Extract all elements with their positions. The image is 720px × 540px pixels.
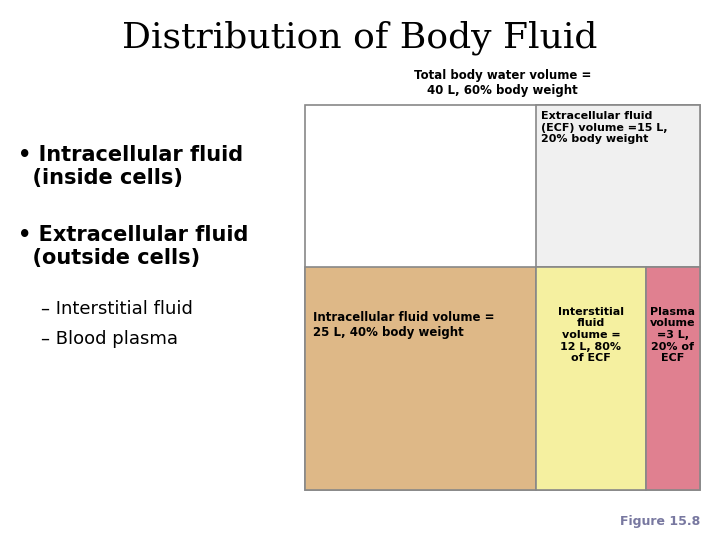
Text: Intracellular fluid volume =
25 L, 40% body weight: Intracellular fluid volume = 25 L, 40% b… <box>313 312 495 339</box>
Text: – Interstitial fluid: – Interstitial fluid <box>18 300 193 318</box>
Bar <box>646 267 700 490</box>
Bar <box>536 267 646 490</box>
Bar <box>305 105 700 490</box>
Text: Interstitial
fluid
volume =
12 L, 80%
of ECF: Interstitial fluid volume = 12 L, 80% of… <box>558 307 624 363</box>
Bar <box>536 105 700 267</box>
Text: Plasma
volume
=3 L,
20% of
ECF: Plasma volume =3 L, 20% of ECF <box>650 307 696 363</box>
Text: Figure 15.8: Figure 15.8 <box>620 515 700 528</box>
Text: • Intracellular fluid
  (inside cells): • Intracellular fluid (inside cells) <box>18 145 243 188</box>
Text: – Blood plasma: – Blood plasma <box>18 330 178 348</box>
Text: Total body water volume =
40 L, 60% body weight: Total body water volume = 40 L, 60% body… <box>414 69 591 97</box>
Text: • Extracellular fluid
  (outside cells): • Extracellular fluid (outside cells) <box>18 225 248 268</box>
Bar <box>305 267 536 490</box>
Text: Extracellular fluid
(ECF) volume =15 L,
20% body weight: Extracellular fluid (ECF) volume =15 L, … <box>541 111 667 144</box>
Text: Distribution of Body Fluid: Distribution of Body Fluid <box>122 21 598 55</box>
